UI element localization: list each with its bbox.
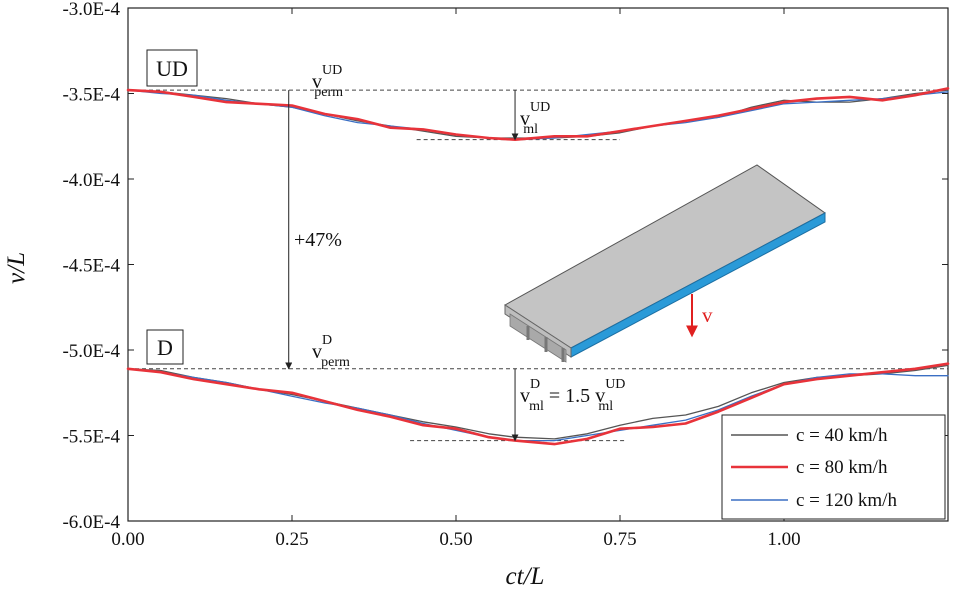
bridge-illustration: v <box>504 164 826 363</box>
d-box-label: D <box>157 335 173 360</box>
y-tick-label-5: -5.5E-4 <box>62 427 120 448</box>
series-ud-80kmh <box>126 87 950 141</box>
series-d-80kmh <box>126 362 950 446</box>
d-box <box>146 329 184 365</box>
y-tick-label-4: -5.0E-4 <box>62 341 120 362</box>
y-tick-label-2: -4.0E-4 <box>62 170 120 191</box>
x-tick-label-4: 1.00 <box>767 529 800 550</box>
legend-label-40: c = 40 km/h <box>796 425 888 446</box>
legend-label-80: c = 80 km/h <box>796 457 888 478</box>
ud-perm-label: vUD perm <box>312 63 343 100</box>
y-tick-label-1: -3.5E-4 <box>62 85 120 106</box>
x-axis-title: ct/L <box>506 563 545 590</box>
d-ml-label: vD ml = 1.5 vUD ml <box>520 377 625 414</box>
x-tick-label-0: 0.00 <box>111 529 144 550</box>
ud-box <box>146 49 198 87</box>
ud-box-label: UD <box>156 56 188 81</box>
series-layer <box>126 87 950 446</box>
percent-increase-label: +47% <box>294 229 342 251</box>
load-label: v <box>702 303 713 327</box>
legend-label-120: c = 120 km/h <box>796 490 897 511</box>
tick-layer: 0.00 0.25 0.50 0.75 1.00 -3.0E-4 -3.5E-4 -4.0E-… <box>62 0 948 550</box>
y-tick-label-6: -6.0E-4 <box>62 512 120 533</box>
y-tick-label-3: -4.5E-4 <box>62 256 120 277</box>
d-perm-label: vD perm <box>312 333 350 370</box>
x-tick-label-3: 0.75 <box>603 529 636 550</box>
y-axis-title: v/L <box>3 252 30 284</box>
legend: c = 40 km/h c = 80 km/h c = 120 km/h <box>721 414 946 520</box>
bridge-deck-top <box>504 164 826 349</box>
x-tick-label-1: 0.25 <box>275 529 308 550</box>
y-tick-label-0: -3.0E-4 <box>62 0 120 20</box>
x-tick-label-2: 0.50 <box>439 529 472 550</box>
ud-ml-label: vUD ml <box>520 100 550 137</box>
